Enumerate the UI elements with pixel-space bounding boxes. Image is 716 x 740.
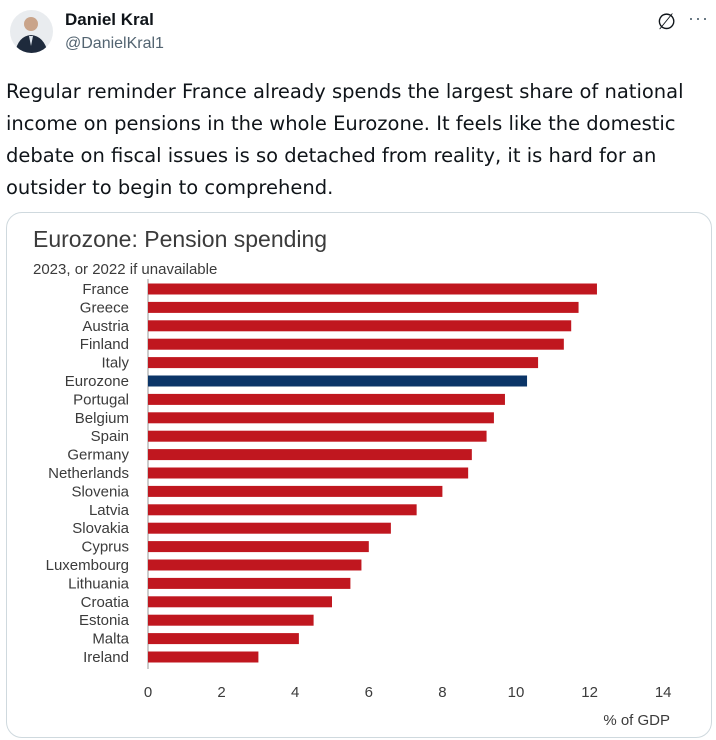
category-label: France bbox=[82, 281, 129, 298]
bar-luxembourg bbox=[148, 559, 362, 571]
category-label: Slovenia bbox=[71, 483, 129, 500]
bar-portugal bbox=[148, 393, 505, 405]
bar-latvia bbox=[148, 504, 417, 516]
avatar[interactable] bbox=[10, 10, 53, 53]
x-tick-label: 0 bbox=[144, 684, 152, 701]
category-label: Luxembourg bbox=[46, 557, 129, 574]
x-tick-label: 8 bbox=[438, 684, 446, 701]
x-tick-label: 4 bbox=[291, 684, 299, 701]
bar-austria bbox=[148, 320, 572, 332]
category-label: Eurozone bbox=[65, 373, 129, 390]
category-label: Belgium bbox=[75, 410, 129, 427]
bar-cyprus bbox=[148, 541, 369, 553]
bar-belgium bbox=[148, 412, 494, 424]
bar-ireland bbox=[148, 651, 259, 663]
category-label: Germany bbox=[67, 447, 129, 464]
avatar-image bbox=[15, 17, 48, 53]
tweet-text: Regular reminder France already spends t… bbox=[6, 80, 684, 199]
bar-slovenia bbox=[148, 485, 443, 497]
bar-netherlands bbox=[148, 467, 469, 479]
bar-malta bbox=[148, 633, 299, 645]
author-handle[interactable]: @DanielKral1 bbox=[65, 35, 164, 52]
category-label: Portugal bbox=[73, 391, 129, 408]
more-icon[interactable]: ··· bbox=[688, 8, 709, 28]
x-tick-label: 2 bbox=[217, 684, 225, 701]
bar-france bbox=[148, 283, 597, 295]
x-tick-label: 12 bbox=[581, 684, 598, 701]
chart-subtitle: 2023, or 2022 if unavailable bbox=[33, 261, 217, 278]
chart-image[interactable]: Eurozone: Pension spending 2023, or 2022… bbox=[6, 212, 712, 738]
category-label: Austria bbox=[82, 318, 129, 335]
bar-lithuania bbox=[148, 577, 351, 589]
category-label: Cyprus bbox=[81, 539, 129, 556]
category-label: Slovakia bbox=[72, 520, 129, 537]
bar-chart: Eurozone: Pension spending 2023, or 2022… bbox=[33, 226, 672, 729]
chart-title: Eurozone: Pension spending bbox=[33, 226, 327, 252]
bar-croatia bbox=[148, 596, 332, 608]
bar-eurozone bbox=[148, 375, 528, 387]
grok-icon[interactable]: ∅ bbox=[657, 9, 677, 34]
x-axis-label: % of GDP bbox=[603, 712, 670, 729]
category-label: Croatia bbox=[81, 594, 130, 611]
bar-greece bbox=[148, 301, 579, 313]
author-name[interactable]: Daniel Kral bbox=[65, 10, 154, 29]
category-label: Spain bbox=[91, 428, 129, 445]
category-label: Lithuania bbox=[68, 575, 130, 592]
category-label: Greece bbox=[80, 299, 129, 316]
category-label: Malta bbox=[92, 631, 129, 648]
x-tick-label: 10 bbox=[508, 684, 525, 701]
bar-italy bbox=[148, 357, 539, 369]
bar-germany bbox=[148, 449, 472, 461]
category-label: Finland bbox=[80, 336, 129, 353]
category-label: Netherlands bbox=[48, 465, 129, 482]
x-tick-label: 6 bbox=[365, 684, 373, 701]
category-label: Latvia bbox=[89, 502, 130, 519]
bar-estonia bbox=[148, 614, 314, 626]
category-label: Italy bbox=[101, 355, 129, 372]
bar-finland bbox=[148, 338, 564, 350]
category-label: Estonia bbox=[79, 612, 130, 629]
bar-slovakia bbox=[148, 522, 391, 534]
bar-spain bbox=[148, 430, 487, 442]
x-tick-label: 14 bbox=[655, 684, 672, 701]
category-label: Ireland bbox=[83, 649, 129, 666]
